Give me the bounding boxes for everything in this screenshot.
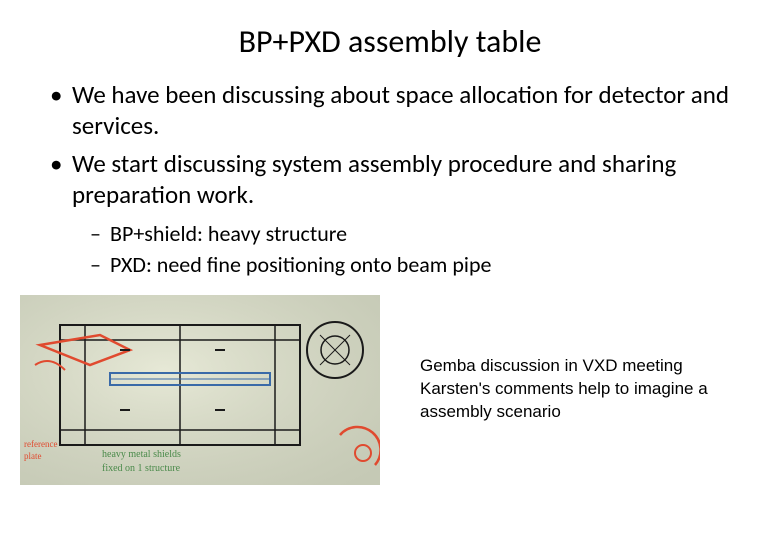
image-caption: Gemba discussion in VXD meeting Karsten'… bbox=[420, 295, 740, 424]
bullet-item: We have been discussing about space allo… bbox=[50, 79, 760, 142]
sub-bullet-list: BP+shield: heavy structure PXD: need fin… bbox=[20, 220, 760, 279]
caption-line: Gemba discussion in VXD meeting bbox=[420, 355, 740, 378]
main-bullet-list: We have been discussing about space allo… bbox=[20, 79, 760, 210]
red-note-2: plate bbox=[24, 451, 42, 461]
sketch-svg: heavy metal shields fixed on 1 structure… bbox=[20, 295, 380, 485]
bullet-item: We start discussing system assembly proc… bbox=[50, 148, 760, 211]
caption-line: Karsten's comments help to imagine a ass… bbox=[420, 378, 740, 424]
green-note-1: heavy metal shields bbox=[102, 449, 181, 460]
whiteboard-sketch-image: heavy metal shields fixed on 1 structure… bbox=[20, 295, 380, 485]
slide-title: BP+PXD assembly table bbox=[20, 22, 760, 61]
sub-bullet-item: PXD: need fine positioning onto beam pip… bbox=[90, 251, 760, 280]
green-note-2: fixed on 1 structure bbox=[102, 463, 181, 474]
sub-bullet-item: BP+shield: heavy structure bbox=[90, 220, 760, 249]
red-note-1: reference bbox=[24, 439, 57, 449]
bottom-row: heavy metal shields fixed on 1 structure… bbox=[20, 295, 760, 485]
